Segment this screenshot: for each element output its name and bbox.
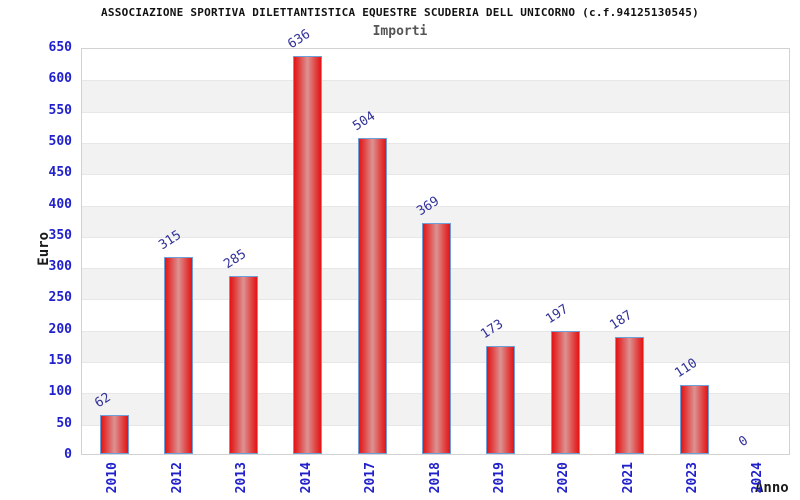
chart-title: ASSOCIAZIONE SPORTIVA DILETTANTISTICA EQ… <box>101 6 699 19</box>
y-gridline <box>82 206 789 207</box>
bar <box>228 275 258 454</box>
bar <box>99 415 129 454</box>
x-tick-label: 2024 <box>749 462 765 494</box>
y-gridline <box>82 174 789 175</box>
y-tick-label: 550 <box>48 102 72 118</box>
y-tick-label: 350 <box>48 227 72 243</box>
x-tick-label: 2017 <box>363 462 379 494</box>
x-tick-label: 2020 <box>556 462 572 494</box>
x-tick-label: 2013 <box>234 462 250 494</box>
plot-area <box>81 48 790 455</box>
bar <box>293 55 323 454</box>
x-tick-label: 2012 <box>169 462 185 494</box>
y-gridline <box>82 112 789 113</box>
y-tick-label: 650 <box>48 40 72 55</box>
y-tick-label: 300 <box>48 259 72 275</box>
bar <box>679 385 709 454</box>
y-tick-label: 400 <box>48 196 72 212</box>
y-gridline <box>82 143 789 144</box>
x-tick-label: 2010 <box>105 462 121 494</box>
bar <box>615 336 645 454</box>
y-shaded-band <box>82 142 789 175</box>
y-tick-label: 500 <box>48 133 72 149</box>
y-tick-label: 150 <box>48 353 72 369</box>
y-gridline <box>82 80 789 81</box>
y-tick-label: 450 <box>48 165 72 181</box>
bar <box>422 222 451 454</box>
x-tick-label: 2021 <box>620 462 636 494</box>
x-tick-label: 2023 <box>685 462 701 494</box>
x-axis-label: Anno <box>755 480 789 496</box>
y-tick-label: 250 <box>48 290 72 306</box>
y-tick-label: 0 <box>64 447 72 462</box>
bar <box>486 345 516 454</box>
bar <box>357 138 387 454</box>
y-tick-label: 200 <box>48 321 72 337</box>
bar <box>164 256 194 454</box>
y-tick-label: 600 <box>48 71 72 87</box>
x-tick-label: 2019 <box>491 462 507 494</box>
y-shaded-band <box>82 80 789 112</box>
y-tick-label: 50 <box>56 415 72 431</box>
x-tick-label: 2014 <box>298 462 314 494</box>
bar <box>550 330 580 454</box>
y-tick-label: 100 <box>48 384 72 400</box>
chart-subtitle: Importi <box>372 24 428 39</box>
x-tick-label: 2018 <box>427 462 443 494</box>
